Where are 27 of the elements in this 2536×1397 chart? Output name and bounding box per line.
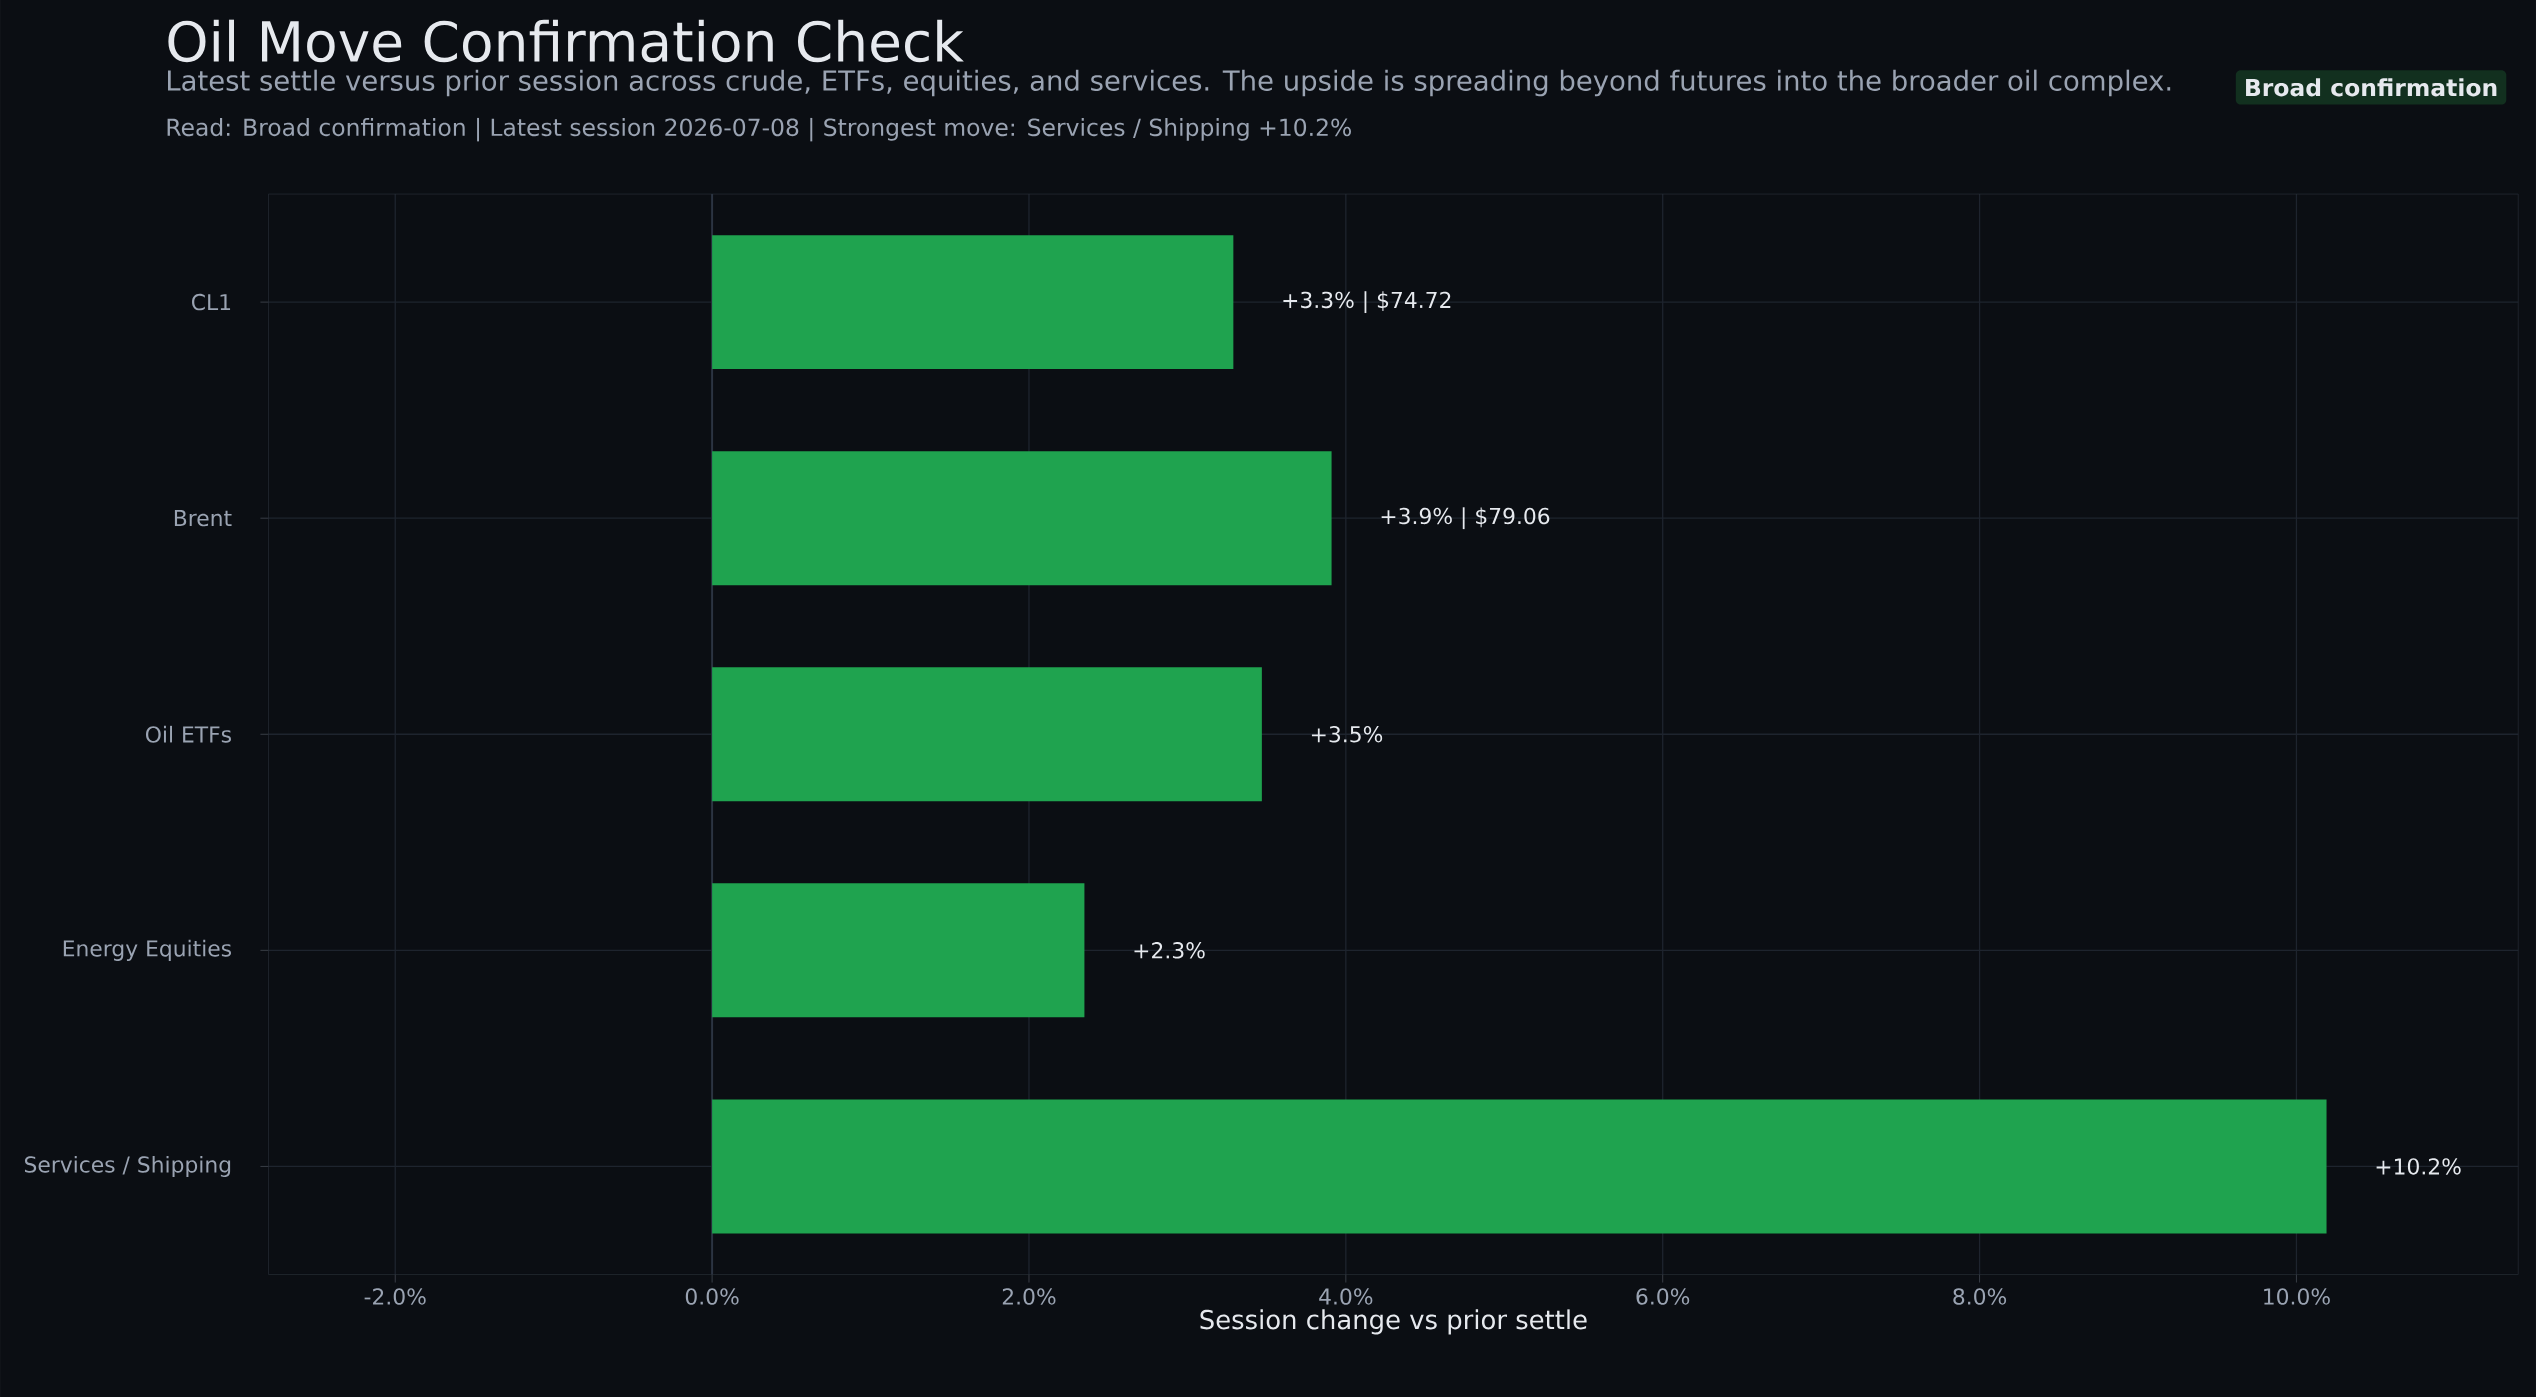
x-tick-label: 10.0% xyxy=(2264,1288,2330,1305)
chart-title: Oil Move Confirmation Check xyxy=(168,19,964,63)
x-tick-label: 4.0% xyxy=(1319,1288,1373,1305)
x-tick-label: 8.0% xyxy=(1953,1288,2007,1305)
x-tick-label: 6.0% xyxy=(1636,1288,1690,1305)
bar xyxy=(712,883,1085,1018)
x-axis-title: Session change vs prior settle xyxy=(1200,1309,1587,1335)
y-tick-label: Oil ETFs xyxy=(145,725,231,743)
y-tick-label: Energy Equities xyxy=(63,939,232,961)
y-tick-label: CL1 xyxy=(192,293,231,311)
data-label: +3.3% | $74.72 xyxy=(1283,291,1451,313)
y-tick-label: Services / Shipping xyxy=(24,1155,231,1177)
data-label: +10.2% xyxy=(2376,1157,2461,1175)
y-tick-label: Brent xyxy=(174,509,232,527)
x-tick-label: 2.0% xyxy=(1002,1288,1056,1305)
text: Read: Broad confirmation | Latest session 2026-07-08 | Strongest move: Services / Shipping +10.2% xyxy=(167,117,1351,142)
bar xyxy=(712,1099,2327,1234)
bar xyxy=(712,451,1332,585)
bar xyxy=(712,234,1234,369)
data-label: +3.5% xyxy=(1311,725,1383,743)
bar xyxy=(712,667,1262,802)
x-tick-label: -2.0% xyxy=(364,1288,426,1305)
data-label: +3.9% | $79.06 xyxy=(1381,507,1550,529)
x-tick-label: 0.0% xyxy=(685,1288,739,1305)
text: Broad confirmation xyxy=(2246,78,2497,97)
chart-subtitle: Latest settle versus prior session across crude, ETFs, equities, and services. The upside is spreading beyond futures into the broader oil complex. xyxy=(168,69,2171,97)
data-label: +2.3% xyxy=(1134,941,1205,959)
